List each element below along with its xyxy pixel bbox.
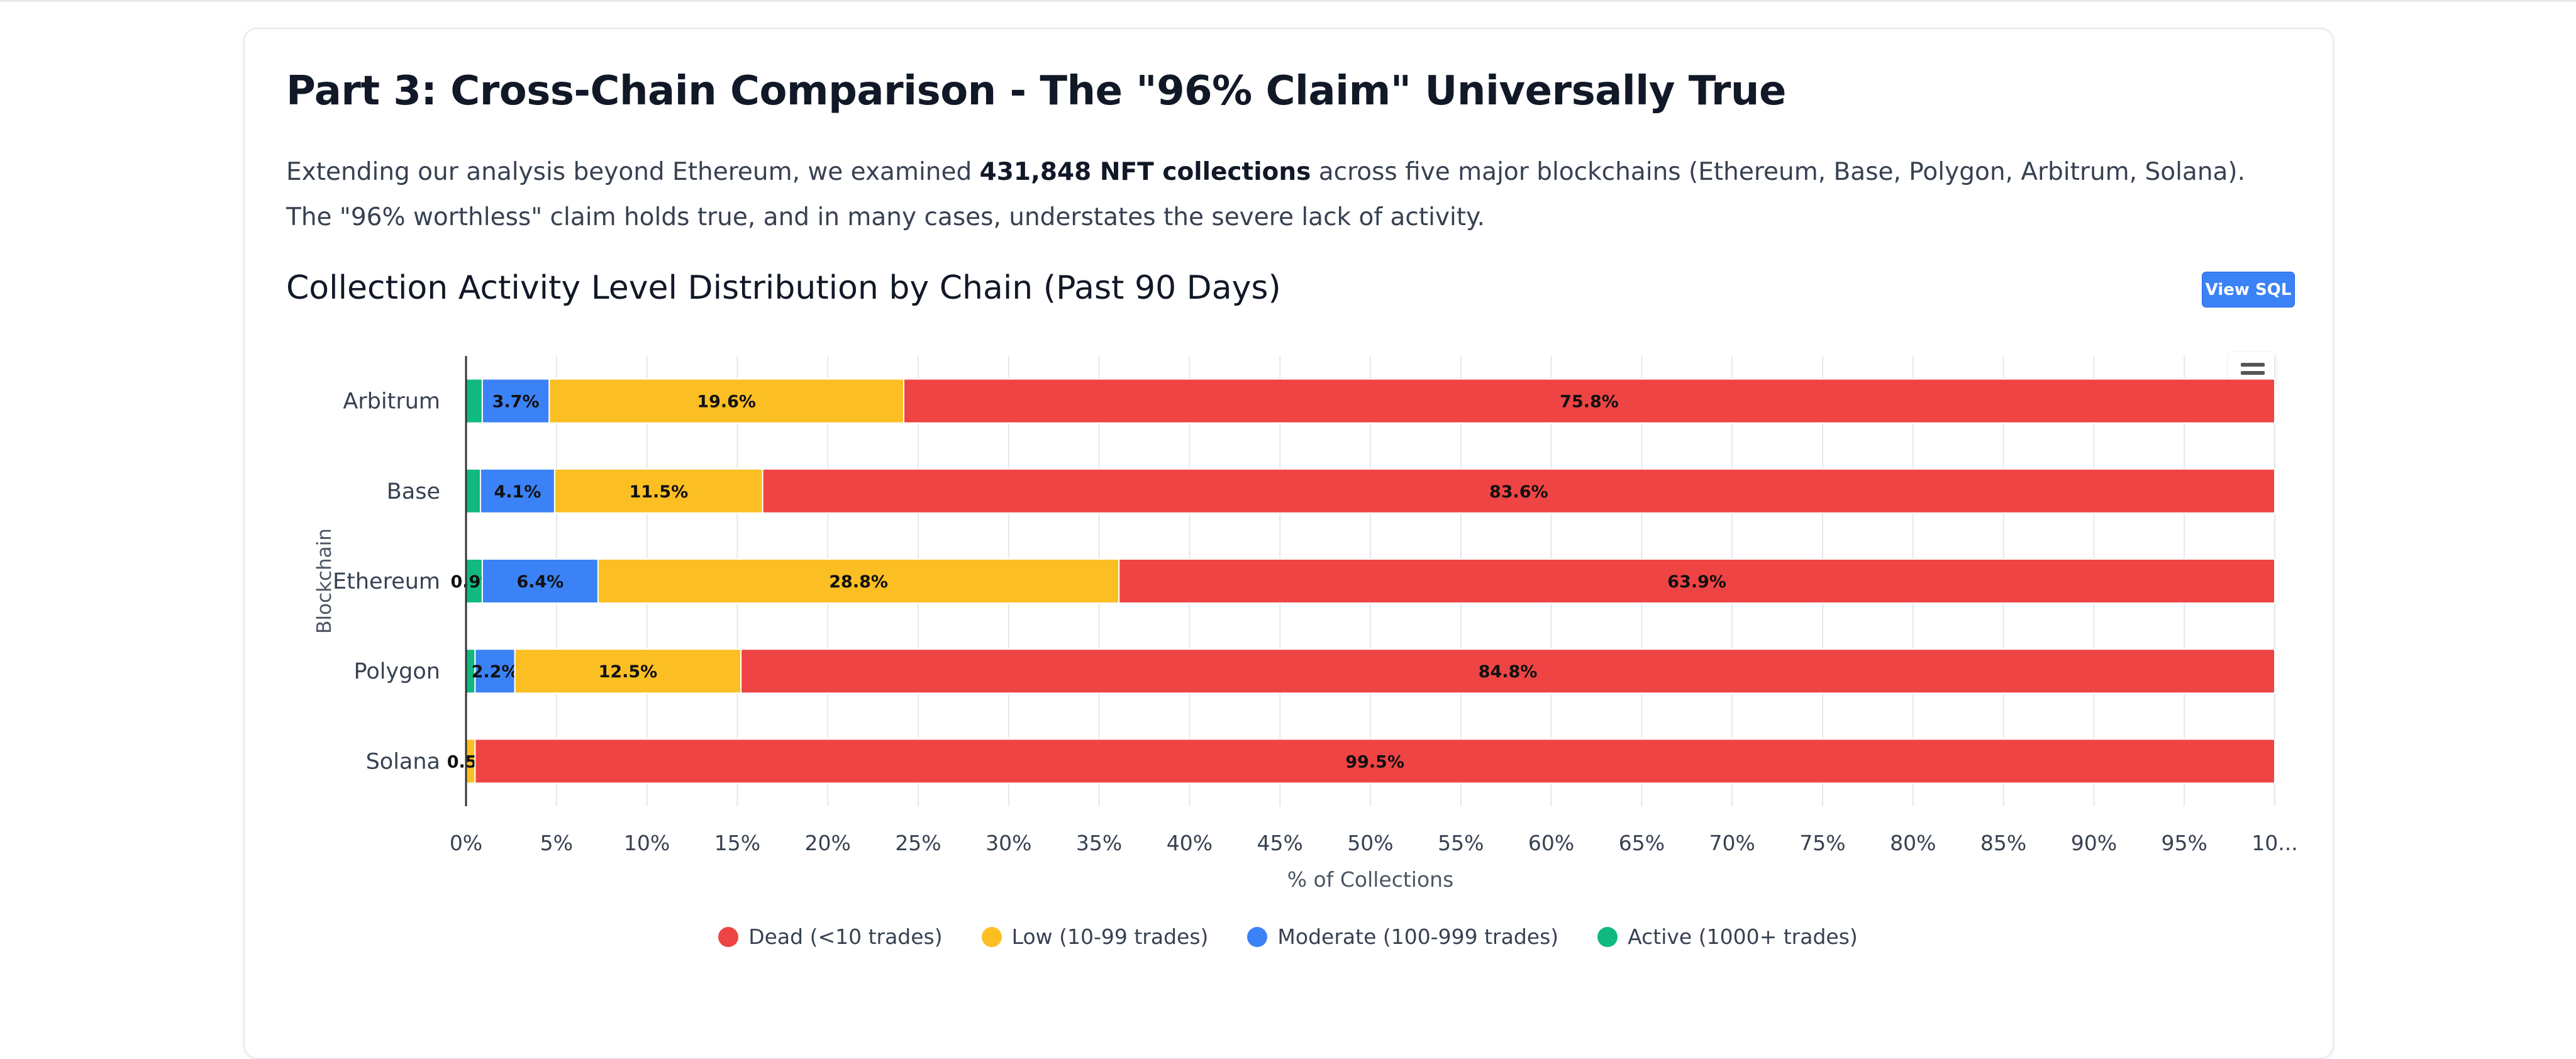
data-label: 4.1%: [494, 482, 541, 502]
x-axis-title: % of Collections: [1287, 867, 1454, 892]
x-tick-label: 65%: [1619, 831, 1665, 855]
bar-segment: [465, 468, 482, 514]
x-tick-label: 60%: [1528, 831, 1574, 855]
x-tick-label: 95%: [2162, 831, 2207, 855]
x-tick-label: 90%: [2071, 831, 2117, 855]
bar-segment: [1118, 558, 2275, 604]
data-label: 11.5%: [629, 482, 688, 502]
data-label: 12.5%: [599, 662, 658, 682]
x-tick-label: 15%: [714, 831, 760, 855]
bar-segment: [465, 378, 483, 424]
chart-title: Collection Activity Level Distribution b…: [286, 269, 1281, 307]
data-label: 99.5%: [1345, 752, 1404, 772]
x-tick-label: 85%: [1980, 831, 2026, 855]
data-label: 84.8%: [1479, 662, 1538, 682]
intro-text-end: across five major blockchains (Ethereum,…: [286, 158, 2246, 231]
bar-segment: [902, 378, 2275, 424]
y-category-label: Base: [387, 479, 440, 504]
data-label: 3.7%: [492, 392, 540, 412]
legend-label: Active (1000+ trades): [1628, 924, 1858, 949]
legend-dot-icon: [1597, 926, 1618, 947]
section-title: Part 3: Cross-Chain Comparison - The "96…: [286, 68, 1786, 114]
x-tick-label: 45%: [1257, 831, 1303, 855]
x-tick-label: 10%: [624, 831, 670, 855]
content-card: [243, 28, 2334, 1059]
intro-text-start: Extending our analysis beyond Ethereum, …: [286, 158, 980, 186]
y-category-label: Polygon: [353, 659, 440, 684]
data-label: 6.4%: [516, 572, 564, 592]
x-tick-label: 50%: [1347, 831, 1393, 855]
top-divider: [0, 0, 2576, 2]
chart-legend: Dead (<10 trades) Low (10-99 trades) Moder…: [0, 924, 2576, 949]
legend-item[interactable]: Dead (<10 trades): [718, 924, 943, 949]
legend-item[interactable]: Low (10-99 trades): [981, 924, 1209, 949]
data-label: 19.6%: [697, 392, 756, 412]
x-tick-label: 35%: [1076, 831, 1122, 855]
intro-paragraph: Extending our analysis beyond Ethereum, …: [286, 150, 2280, 240]
data-label: 63.9%: [1667, 572, 1726, 592]
x-tick-label: 75%: [1799, 831, 1845, 855]
x-tick-label: 5%: [540, 831, 573, 855]
legend-label: Low (10-99 trades): [1011, 924, 1209, 949]
x-tick-label: 80%: [1890, 831, 1936, 855]
legend-dot-icon: [718, 926, 739, 947]
data-label: 28.8%: [829, 572, 888, 592]
x-tick-label: 40%: [1167, 831, 1213, 855]
y-category-label: Arbitrum: [343, 389, 440, 414]
legend-dot-icon: [981, 926, 1002, 947]
legend-label: Dead (<10 trades): [748, 924, 943, 949]
x-tick-label: 55%: [1438, 831, 1484, 855]
view-sql-button[interactable]: View SQL: [2202, 272, 2295, 308]
y-category-label: Ethereum: [333, 569, 440, 594]
data-label: 2.2%: [472, 662, 519, 682]
stacked-bar-chart: 0% 5% 10% 15% 20% 25% 30% 35% 40% 45% 50% 55% 60% 65%…: [313, 356, 2298, 892]
x-tick-label: 70%: [1709, 831, 1755, 855]
y-axis-title: Blockchain: [313, 528, 336, 634]
x-tick-label: 0%: [450, 831, 482, 855]
intro-highlight-count: 431,848 NFT collections: [979, 158, 1311, 186]
bar-segment: [740, 648, 2275, 694]
data-label: 83.6%: [1489, 482, 1548, 502]
legend-item[interactable]: Active (1000+ trades): [1597, 924, 1858, 949]
bar-segment: [474, 738, 2276, 784]
x-tick-label: 20%: [805, 831, 851, 855]
legend-item[interactable]: Moderate (100-999 trades): [1247, 924, 1558, 949]
x-tick-label: 10...: [2251, 831, 2297, 855]
x-tick-label: 30%: [985, 831, 1031, 855]
data-label: 75.8%: [1560, 392, 1619, 412]
legend-label: Moderate (100-999 trades): [1277, 924, 1559, 949]
legend-dot-icon: [1247, 926, 1268, 947]
bar-segment: [762, 468, 2275, 514]
y-category-label: Solana: [366, 749, 440, 774]
x-tick-label: 25%: [895, 831, 941, 855]
